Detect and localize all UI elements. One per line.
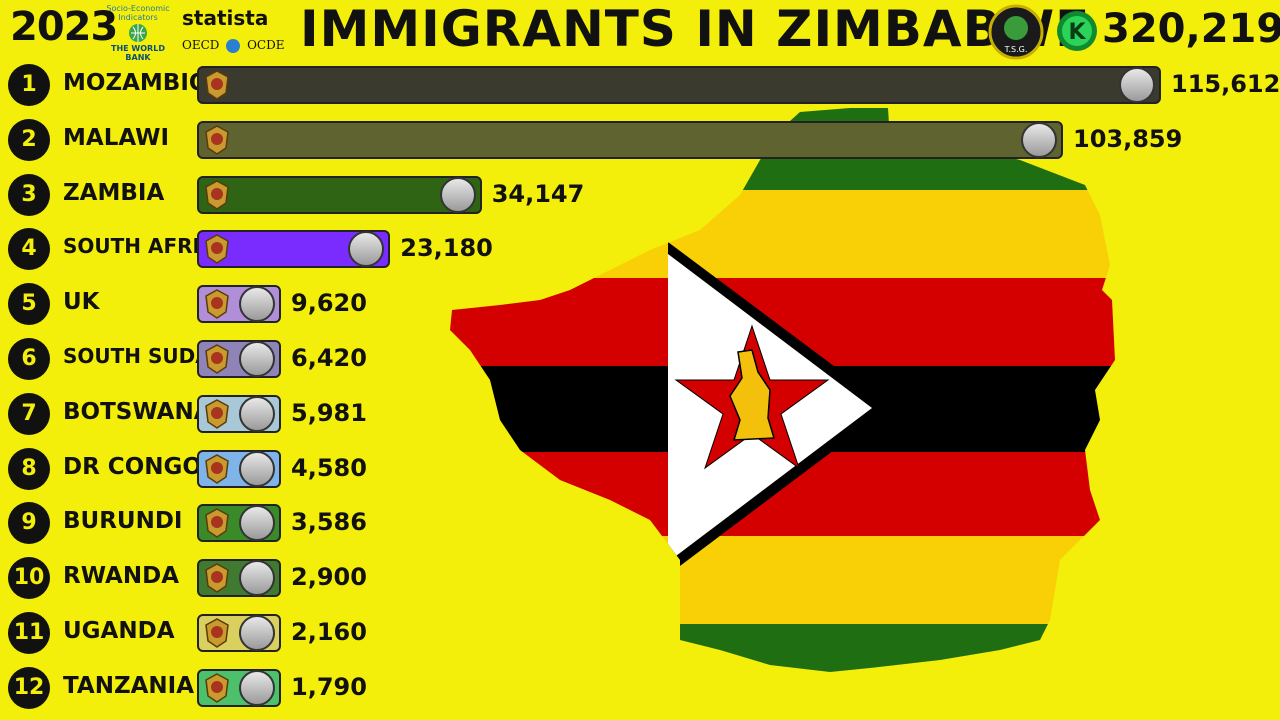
header: 2023 Socio-Economic Indicators THE WORLD… <box>0 0 1280 62</box>
value-label: 6,420 <box>291 344 367 372</box>
world-bank-subtitle: Socio-Economic Indicators <box>106 4 170 22</box>
bar-row: 3 ZAMBIA 34,147 <box>0 170 1280 220</box>
total-immigrants: 320,219 <box>1102 6 1280 52</box>
rank-badge: 1 <box>8 64 50 106</box>
bar-row: 9 BURUNDI 3,586 <box>0 498 1280 548</box>
rank-badge: 9 <box>8 502 50 545</box>
value-label: 9,620 <box>291 289 367 318</box>
country-label: MALAWI <box>63 124 170 151</box>
country-label: UK <box>63 289 100 316</box>
coat-of-arms-icon <box>205 453 229 484</box>
country-label: TANZANIA <box>63 672 195 699</box>
flag-icon <box>239 395 275 432</box>
oecd-icon <box>226 38 241 53</box>
flag-icon <box>1021 121 1057 158</box>
rank-badge: 6 <box>8 338 50 380</box>
country-label: ZAMBIA <box>63 179 165 206</box>
globe-icon <box>129 24 147 42</box>
coat-of-arms-icon <box>205 344 229 374</box>
value-label: 115,612 <box>1171 70 1280 98</box>
flag-icon <box>439 176 476 213</box>
value-label: 103,859 <box>1073 124 1183 153</box>
rank-badge: 3 <box>8 173 50 216</box>
rank-badge: 5 <box>8 283 50 326</box>
value-label: 1,790 <box>291 672 367 701</box>
flag-icon <box>239 286 275 323</box>
bar-row: 4 SOUTH AFRICA 23,180 <box>0 224 1280 274</box>
k-logo-icon: K <box>1057 11 1097 51</box>
coat-of-arms-icon <box>205 234 229 265</box>
bar-row: 10 RWANDA 2,900 <box>0 553 1280 603</box>
value-label: 2,900 <box>291 563 367 592</box>
coat-of-arms-icon <box>205 563 229 594</box>
rank-badge: 2 <box>8 118 50 161</box>
coat-of-arms-icon <box>205 508 229 539</box>
value-label: 4,580 <box>291 453 367 482</box>
data-bar <box>197 120 1063 159</box>
coat-of-arms-icon <box>205 289 229 320</box>
tsg-badge-icon: T.S.G. <box>988 4 1044 60</box>
flag-icon <box>239 505 275 542</box>
year-label: 2023 <box>10 4 118 50</box>
bar-row: 5 UK 9,620 <box>0 279 1280 329</box>
rank-badge: 8 <box>8 447 50 490</box>
country-label: BURUNDI <box>63 508 183 535</box>
rank-badge: 12 <box>8 666 50 709</box>
country-label: UGANDA <box>63 618 175 644</box>
coat-of-arms-icon <box>205 672 229 703</box>
rank-badge: 11 <box>8 612 50 654</box>
bar-row: 7 BOTSWANA 5,981 <box>0 389 1280 439</box>
bar-row: 12 TANZANIA 1,790 <box>0 663 1280 713</box>
tsg-text: T.S.G. <box>1004 45 1028 54</box>
world-bank-name: THE WORLD BANK <box>111 44 165 62</box>
flag-icon <box>1119 67 1155 103</box>
coat-of-arms-icon <box>205 398 229 429</box>
oecd-logo: OECD OCDE <box>182 38 284 53</box>
country-label: BOTSWANA <box>63 398 212 425</box>
flag-icon <box>239 341 275 377</box>
bar-row: 6 SOUTH SUDAN 6,420 <box>0 334 1280 384</box>
rank-badge: 7 <box>8 392 50 435</box>
value-label: 3,586 <box>291 508 367 537</box>
world-bank-logo: Socio-Economic Indicators THE WORLD BANK <box>100 4 176 62</box>
value-label: 23,180 <box>400 234 493 263</box>
data-bar <box>197 66 1161 104</box>
flag-icon <box>239 450 275 487</box>
bar-row: 2 MALAWI 103,859 <box>0 115 1280 165</box>
value-label: 5,981 <box>291 398 367 427</box>
bar-row: 11 UGANDA 2,160 <box>0 608 1280 658</box>
flag-icon <box>239 560 275 597</box>
statista-logo: statista <box>182 6 269 30</box>
flag-icon <box>239 615 275 651</box>
data-bar <box>197 175 482 214</box>
flag-icon <box>239 669 275 706</box>
value-label: 34,147 <box>491 179 585 208</box>
bar-row: 8 DR CONGO 4,580 <box>0 444 1280 494</box>
coat-of-arms-icon <box>205 618 229 648</box>
flag-icon <box>348 231 385 268</box>
svg-text:K: K <box>1068 20 1086 45</box>
chart-title: IMMIGRANTS IN ZIMBABWE <box>300 0 1091 58</box>
coat-of-arms-icon <box>205 70 229 100</box>
oecd-label: OECD <box>182 38 220 52</box>
rank-badge: 10 <box>8 557 50 600</box>
country-label: RWANDA <box>63 563 179 590</box>
coat-of-arms-icon <box>205 124 229 155</box>
rank-badge: 4 <box>8 228 50 271</box>
value-label: 2,160 <box>291 618 367 646</box>
ocde-label: OCDE <box>247 38 285 52</box>
bar-row: 1 MOZAMBIQUE 115,612 <box>0 60 1280 110</box>
country-label: DR CONGO <box>63 453 202 480</box>
coat-of-arms-icon <box>205 179 229 210</box>
